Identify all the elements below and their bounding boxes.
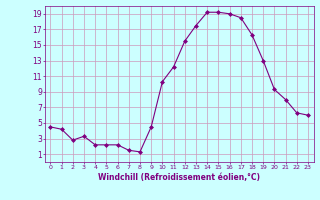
X-axis label: Windchill (Refroidissement éolien,°C): Windchill (Refroidissement éolien,°C): [98, 173, 260, 182]
